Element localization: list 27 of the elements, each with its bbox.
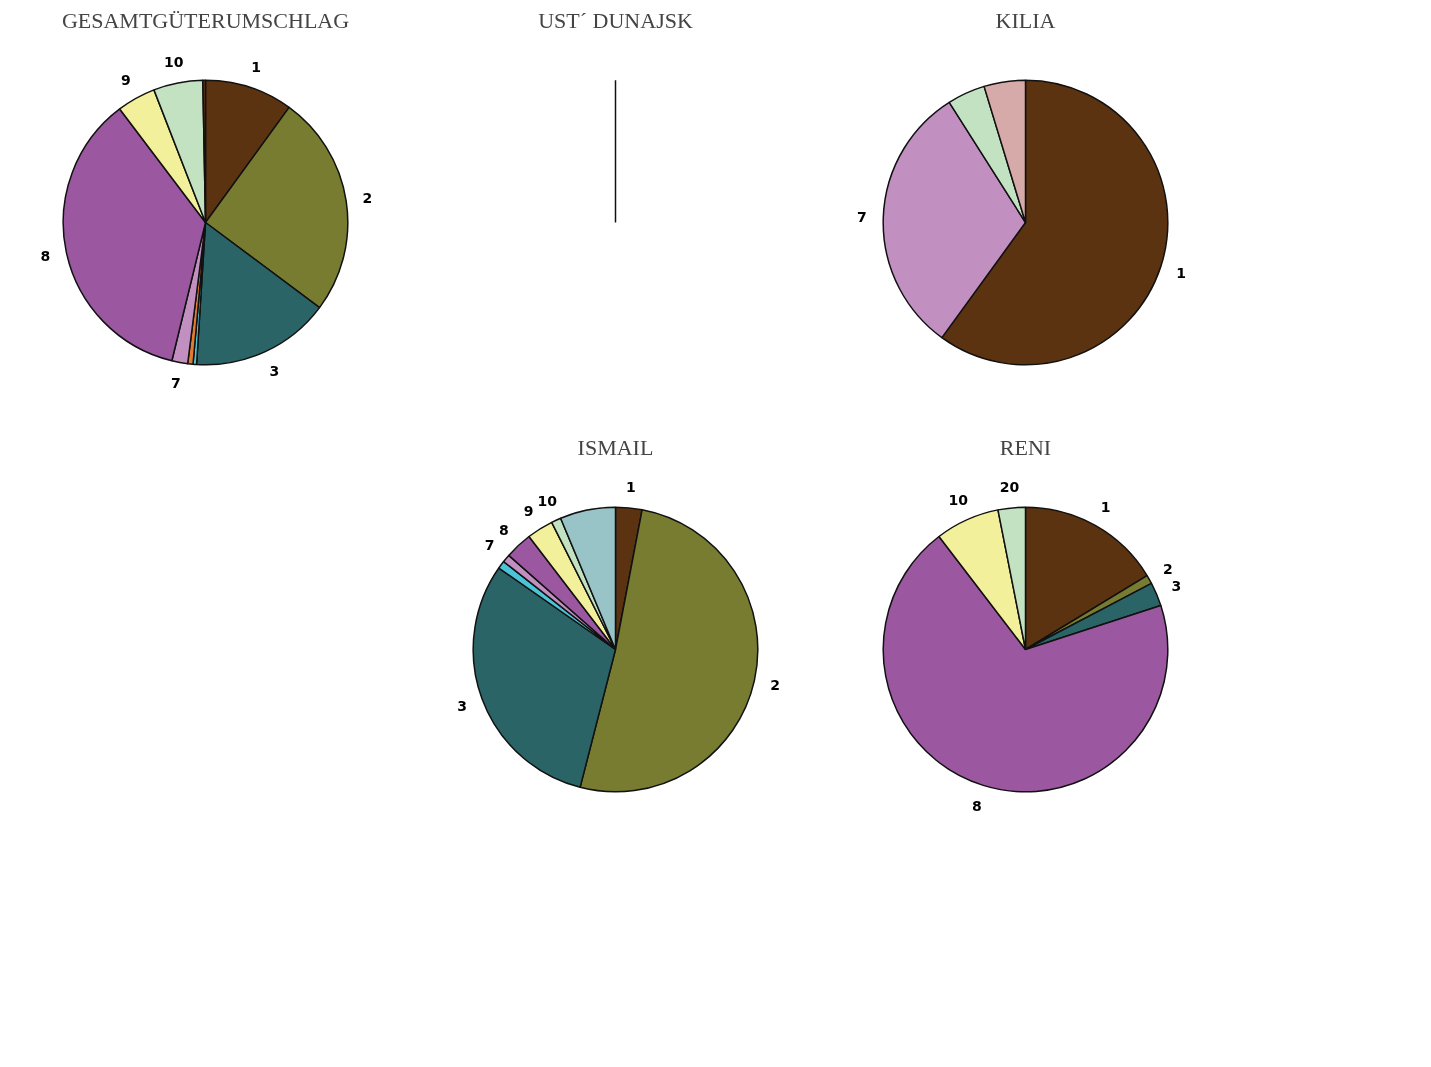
slice-label: 8 xyxy=(498,521,509,538)
slice-label: 10 xyxy=(164,53,184,70)
slice-label: 7 xyxy=(484,536,495,553)
slice-label: 2 xyxy=(770,677,781,694)
slice-label: 7 xyxy=(170,375,181,392)
slice-label: 10 xyxy=(537,492,558,509)
slice-label: 1 xyxy=(626,478,636,495)
chart-title: RENI xyxy=(999,434,1052,460)
slice-label: 10 xyxy=(948,492,969,509)
slice-label: 2 xyxy=(362,189,373,206)
slice-label: 3 xyxy=(269,363,280,380)
slice-label: 20 xyxy=(999,478,1020,495)
chart-title: ISMAIL xyxy=(577,434,654,460)
slice-label: 8 xyxy=(972,797,982,814)
slice-label: 1 xyxy=(1176,265,1187,282)
slice-label: 3 xyxy=(1171,577,1182,594)
slice-label: 2 xyxy=(1163,560,1173,577)
slice-label: 7 xyxy=(857,209,867,226)
slice-label: 8 xyxy=(40,247,51,264)
chart-title: KILIA xyxy=(995,7,1056,33)
chart-title: UST´ DUNAJSK xyxy=(538,7,693,33)
slice-label: 3 xyxy=(457,698,467,715)
slice-label: 9 xyxy=(120,71,131,88)
slice-label: 1 xyxy=(251,58,261,75)
chart-title: GESAMTGÜTERUMSCHLAG xyxy=(61,7,350,33)
slice-label: 9 xyxy=(523,502,534,519)
slice-label: 1 xyxy=(1100,498,1111,515)
